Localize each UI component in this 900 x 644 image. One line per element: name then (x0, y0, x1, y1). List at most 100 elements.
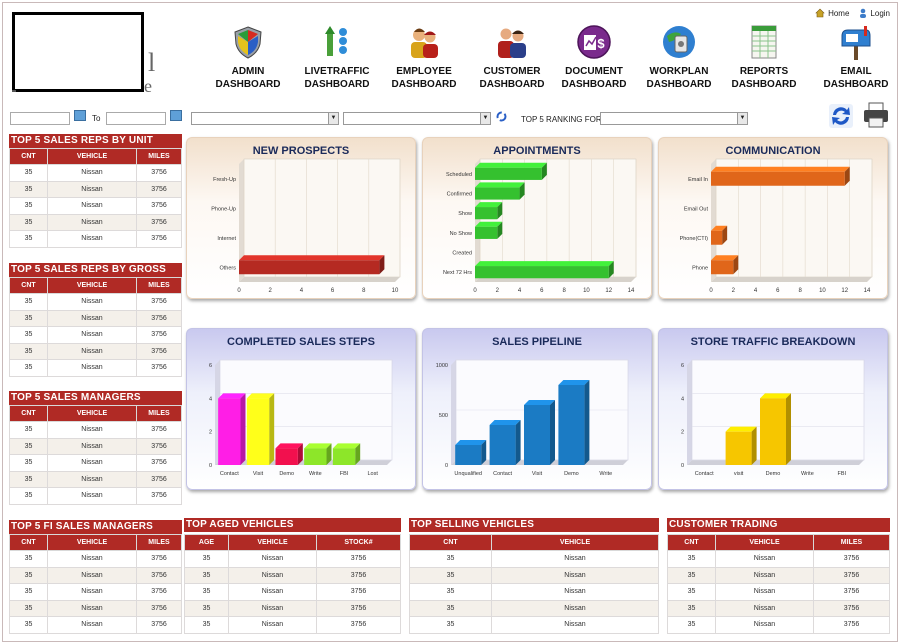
home-link[interactable]: Home (815, 8, 849, 18)
tick-label: 8 (562, 288, 566, 294)
table-cell: 3756 (136, 293, 182, 311)
table-cell: 3756 (136, 359, 182, 377)
login-link[interactable]: Login (859, 8, 890, 18)
calendar-icon[interactable] (74, 110, 86, 121)
filter-select-1[interactable]: ▼ (191, 112, 339, 125)
chevron-down-icon: ▼ (328, 113, 338, 124)
table-cell: 35 (9, 230, 48, 248)
table-row: 35 Nissan 3756 (9, 566, 182, 584)
nav-customer-dashboard[interactable]: CUSTOMER DASHBOARD (472, 24, 552, 96)
table-cell: 3756 (316, 599, 401, 617)
column-header: CNT (9, 405, 48, 422)
refresh-icon[interactable] (828, 103, 854, 129)
table-cell: 3756 (136, 454, 182, 472)
tick-label: 6 (209, 363, 212, 369)
bar (475, 187, 520, 200)
table-cell: 3756 (136, 599, 182, 617)
tick-label: 0 (237, 288, 241, 294)
bar (711, 230, 723, 245)
category-label: Contact (493, 471, 512, 477)
column-header: CNT (9, 534, 48, 551)
date-from-input[interactable] (10, 112, 70, 125)
nav-document-dashboard[interactable]: $ DOCUMENT DASHBOARD (554, 24, 634, 96)
bar-top (239, 255, 385, 261)
table-cell: 35 (9, 359, 48, 377)
nav-employee-dashboard[interactable]: EMPLOYEE DASHBOARD (384, 24, 464, 96)
table-cell: 3756 (316, 616, 401, 634)
chart-panel-appointments: APPOINTMENTS 0 2 4 6 8 10 12 14 Scheduled Confirm… (422, 137, 652, 299)
nav-admin-dashboard[interactable]: ADMIN DASHBOARD (208, 24, 288, 96)
table-cell: 3756 (813, 566, 890, 584)
bar-side (326, 443, 332, 465)
category-label: visit (734, 471, 744, 477)
selling-vehicles-table: CNT VEHICLE 35 Nissan 35 Nissan 35 Nissan 3… (409, 534, 659, 634)
table-cell: Nissan (47, 197, 137, 215)
bar-top (332, 443, 361, 449)
tick-label: 2 (681, 430, 684, 436)
table-cell: 3756 (813, 583, 890, 601)
category-label: Created (452, 251, 472, 257)
table-cell: Nissan (228, 566, 317, 584)
bar (489, 425, 516, 465)
ranking-select[interactable]: ▼ (600, 112, 748, 125)
chart-title: COMMUNICATION (725, 145, 821, 157)
table-row: 35 Nissan 3756 (667, 566, 890, 584)
table-cell: 3756 (136, 487, 182, 505)
bar-top (489, 420, 521, 425)
category-label: Write (309, 471, 322, 477)
category-label: Demo (564, 471, 579, 477)
chart-panel-new-prospects: NEW PROSPECTS 0 2 4 6 8 10 Fresh-Up Phone-Up Int… (186, 137, 416, 299)
bar (524, 405, 550, 465)
table-cell: Nissan (715, 599, 814, 617)
table-row: 35 Nissan 3756 (9, 599, 182, 617)
table-cell: 3756 (136, 550, 182, 568)
table-cell: 35 (409, 599, 492, 617)
table-row: 35 Nissan 3756 (9, 197, 182, 215)
date-to-input[interactable] (106, 112, 166, 125)
table-cell: 35 (9, 583, 48, 601)
table-row: 35 Nissan (409, 550, 659, 568)
table-row: 35 Nissan (409, 599, 659, 617)
category-label: Internet (217, 236, 236, 242)
nav-label: LIVETRAFFIC (304, 66, 370, 77)
category-label: Phone-Up (211, 206, 236, 212)
refresh-small-icon[interactable] (496, 111, 507, 122)
table-cell: Nissan (47, 470, 137, 488)
column-header: CNT (9, 277, 48, 294)
print-icon[interactable] (862, 102, 890, 128)
bar-top (475, 182, 525, 188)
calendar-icon[interactable] (170, 110, 182, 121)
nav-label: EMPLOYEE (396, 66, 452, 77)
nav-label: DASHBOARD (646, 79, 712, 90)
tick-label: 4 (209, 396, 212, 402)
table-cell: 3756 (316, 583, 401, 601)
bar-side (550, 400, 555, 465)
bar-side (608, 261, 614, 279)
category-label: Write (599, 471, 612, 477)
chart-panel-sales-pipeline: SALES PIPELINE 0 500 1000 Unqualified Contac… (422, 328, 652, 490)
table-cell: Nissan (47, 599, 137, 617)
table-cell: Nissan (715, 616, 814, 634)
filter-select-2[interactable]: ▼ (343, 112, 491, 125)
table-row: 35 Nissan 3756 (9, 309, 182, 327)
nav-reports-dashboard[interactable]: REPORTS DASHBOARD (724, 24, 804, 96)
table-cell: 35 (9, 421, 48, 439)
nav-livetraffic-dashboard[interactable]: LIVETRAFFIC DASHBOARD (297, 24, 377, 96)
nav-workplan-dashboard[interactable]: WORKPLAN DASHBOARD (639, 24, 719, 96)
table-cell: 35 (9, 599, 48, 617)
logo (12, 12, 144, 92)
nav-label: EMAIL (840, 66, 872, 77)
bar (760, 398, 786, 465)
bar (239, 260, 380, 275)
bar (304, 448, 327, 465)
nav-label: DASHBOARD (479, 79, 545, 90)
nav-email-dashboard[interactable]: EMAIL DASHBOARD (816, 24, 896, 96)
bar-top (475, 202, 503, 208)
column-header: MILES (136, 148, 182, 165)
table-row: 35 Nissan 3756 (9, 293, 182, 311)
table-cell: Nissan (47, 164, 137, 182)
category-label: FBI (340, 471, 349, 477)
bar (725, 431, 752, 465)
table-row: 35 Nissan 3756 (184, 616, 401, 634)
table-cell: 3756 (136, 164, 182, 182)
